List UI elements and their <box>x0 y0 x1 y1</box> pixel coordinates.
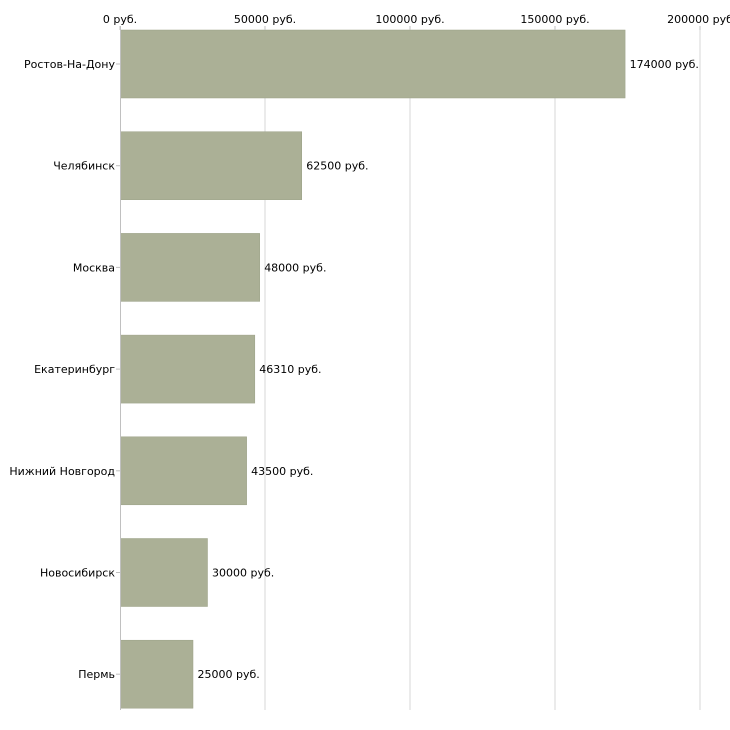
labels: 0 руб. 50000 руб. 100000 руб. 150000 руб. 20… <box>9 13 730 681</box>
x-tick-label: 0 руб. <box>103 13 137 26</box>
data-label: 30000 руб. <box>212 567 274 580</box>
bar <box>120 436 247 506</box>
grid-lines <box>264 30 701 710</box>
data-label: 62500 руб. <box>306 160 368 173</box>
x-tick-label: 50000 руб. <box>234 13 296 26</box>
data-label: 174000 руб. <box>630 58 699 71</box>
x-tick-label: 200000 руб <box>667 13 730 26</box>
category-label: Ростов-На-Дону <box>24 58 115 71</box>
category-label: Пермь <box>78 668 115 681</box>
bar <box>120 131 302 200</box>
category-label: Челябинск <box>53 160 115 173</box>
bar <box>120 334 256 404</box>
bar <box>120 29 626 99</box>
bar <box>120 233 260 302</box>
axes <box>116 26 701 710</box>
x-tick-label: 100000 руб. <box>375 13 444 26</box>
bar <box>120 639 194 709</box>
category-label: Новосибирск <box>40 567 115 580</box>
x-tick-label: 150000 руб. <box>520 13 589 26</box>
data-label: 25000 руб. <box>198 668 260 681</box>
data-label: 46310 руб. <box>259 363 321 376</box>
category-label: Москва <box>73 261 115 274</box>
category-label: Екатеринбург <box>34 363 115 376</box>
category-label: Нижний Новгород <box>9 465 115 478</box>
bar <box>120 538 208 607</box>
data-label: 48000 руб. <box>264 261 326 274</box>
data-label: 43500 руб. <box>251 465 313 478</box>
bars <box>120 29 626 709</box>
